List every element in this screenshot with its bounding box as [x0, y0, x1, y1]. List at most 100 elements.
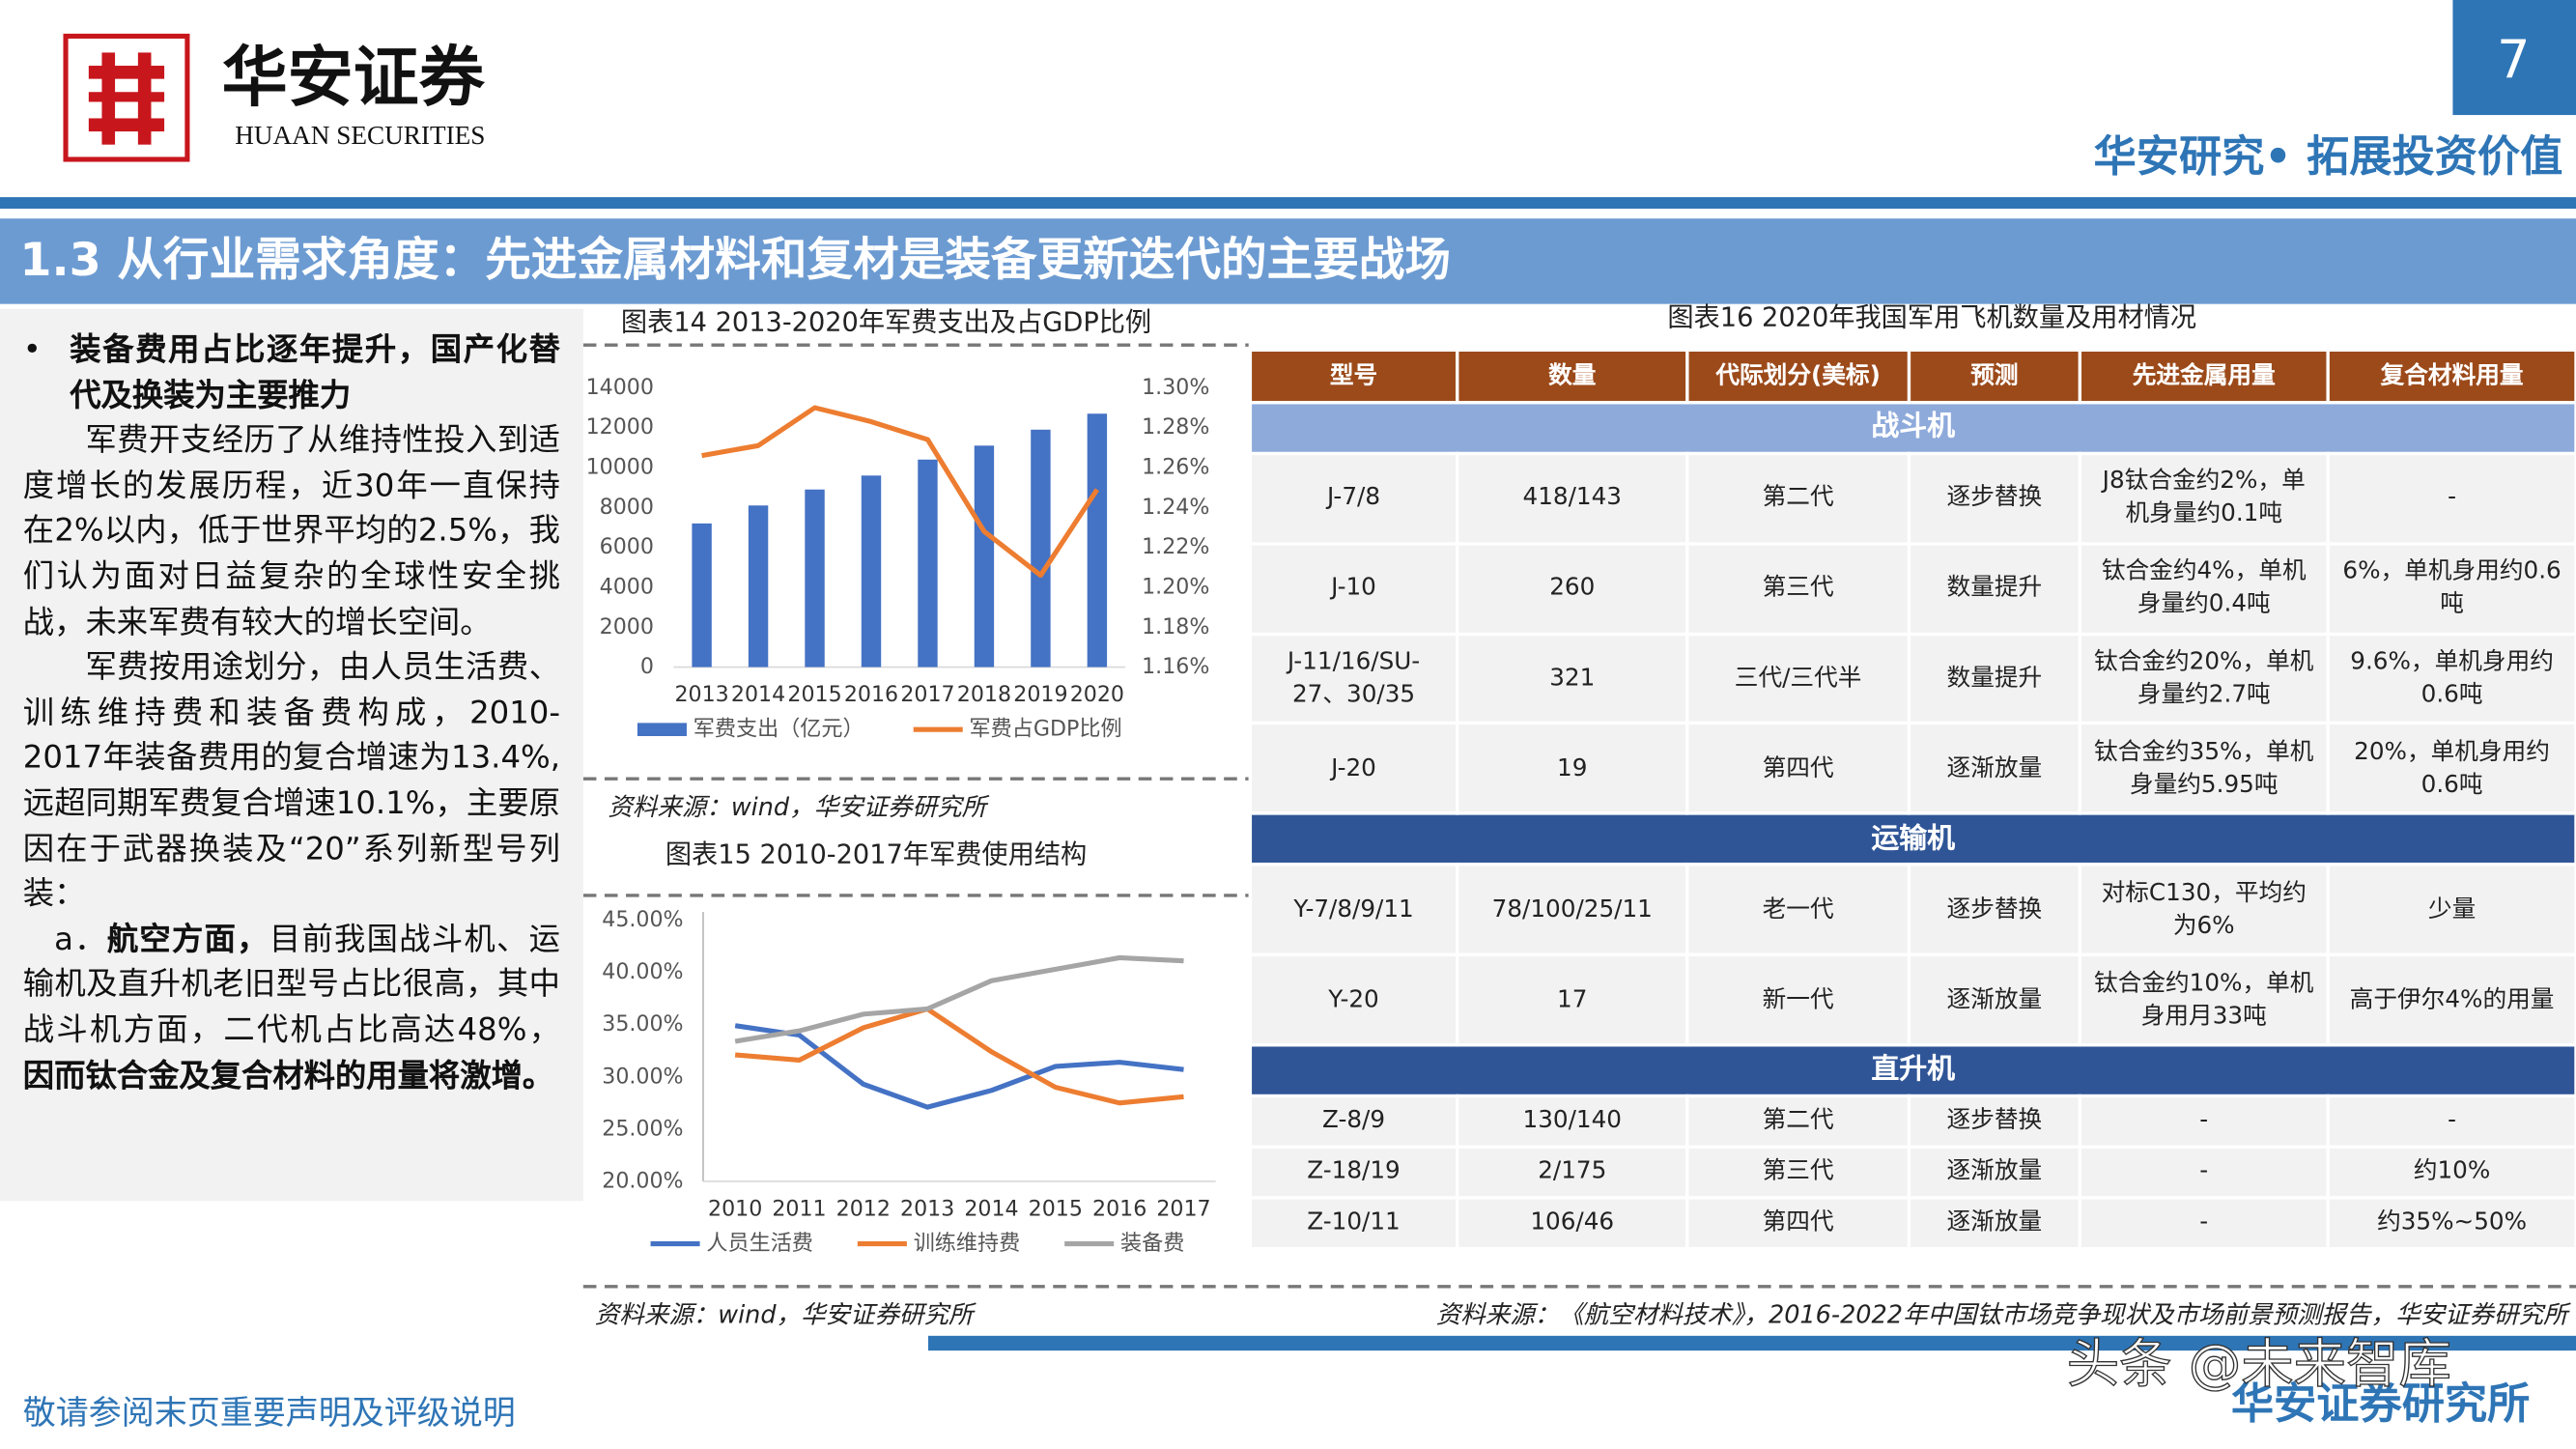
bar: [1031, 429, 1051, 668]
header-row: 型号 数量 代际划分(美标) 预测 先进金属用量 复合材料用量: [1248, 348, 2576, 405]
logo-mark: [88, 52, 165, 145]
chart-source: 资料来源：wind，华安证券研究所: [608, 793, 989, 822]
x-tick-label: 2020: [1070, 682, 1124, 707]
slogan: 华安研究• 拓展投资价值: [2094, 132, 2563, 182]
table-row: Y-20 17 新一代 逐渐放量 钛合金约10%，单机身用月33吨 高于伊尔4%的用量: [1248, 952, 2576, 1047]
header-cell: 数量: [1455, 348, 1689, 405]
table-cell: 高于伊尔4%的用量: [2326, 952, 2576, 1047]
paragraph: 军费按用途划分，由人员生活费、训练维持费和装备费构成，2010-2017年装备费…: [23, 646, 560, 919]
y-tick-label: 12000: [586, 414, 654, 440]
legend-label: 军费支出（亿元）: [694, 717, 864, 742]
y-tick-label: 30.00%: [602, 1064, 683, 1089]
y-tick-label: 20.00%: [602, 1168, 683, 1193]
chart-title: 图表14 2013-2020年军费支出及占GDP比例: [621, 308, 1151, 338]
text-run: 军费按用途划分，由人员生活费、训练维持费和装备费构成，2010-2017年装备费…: [22, 649, 561, 913]
table-cell: 9.6%，单机身用约0.6吨: [2326, 632, 2576, 725]
table-cell: J-20: [1248, 722, 1459, 816]
page-number: 7: [2497, 28, 2531, 90]
table-cell: 逐步替换: [1907, 863, 2082, 957]
table-cell: 418/143: [1455, 451, 1689, 546]
table: 型号 数量 代际划分(美标) 预测 先进金属用量 复合材料用量 战斗机 J-7/8 418/14…: [1248, 348, 2576, 1251]
dividers: [582, 343, 2576, 1289]
bullet: •: [22, 331, 42, 368]
y2-tick-label: 1.28%: [1142, 414, 1209, 440]
table-cell: -: [2326, 451, 2576, 546]
table-cell: 130/140: [1455, 1094, 1689, 1149]
table-cell: 约35%~50%: [2326, 1196, 2576, 1251]
x-tick-label: 2016: [1092, 1196, 1146, 1221]
table-cell: 逐步替换: [1907, 1094, 2082, 1149]
x-tick-label: 2018: [957, 682, 1011, 707]
y2-tick-label: 1.26%: [1142, 455, 1209, 480]
table-cell: 三代/三代半: [1685, 632, 1911, 725]
legend-label: 人员生活费: [706, 1231, 813, 1256]
bar: [974, 445, 995, 668]
table-cell: 106/46: [1455, 1196, 1689, 1251]
table-cell: 第二代: [1685, 451, 1911, 546]
y2-tick-label: 1.16%: [1142, 654, 1209, 679]
table-cell: 对标C130，平均约为6%: [2078, 863, 2330, 957]
bar: [692, 523, 712, 668]
group-cell: 战斗机: [1248, 401, 2576, 456]
group-cell: 运输机: [1248, 811, 2576, 867]
table-cell: 钛合金约10%，单机身用月33吨: [2078, 952, 2330, 1047]
footer-org: 华安证券研究所: [2231, 1379, 2531, 1429]
x-tick-label: 2010: [708, 1196, 762, 1221]
y2-tick-label: 1.22%: [1142, 534, 1209, 559]
legend-label: 训练维持费: [914, 1231, 1021, 1256]
header-rule: [0, 197, 2576, 210]
section-bar: [0, 218, 2576, 304]
y-tick-label: 25.00%: [602, 1116, 683, 1141]
table-source: 资料来源：《航空材料技术》，2016-2022年中国钛市场竞争现状及市场前景预测…: [1436, 1300, 2571, 1329]
legend-swatch: [637, 723, 687, 736]
table-cell: Z-8/9: [1248, 1094, 1459, 1149]
table-row: Y-7/8/9/11 78/100/25/11 老一代 逐步替换 对标C130，平均约为…: [1248, 863, 2576, 957]
text-run: 航空方面，: [106, 921, 269, 958]
x-tick-label: 2011: [772, 1196, 826, 1221]
table-cell: 钛合金约4%，单机身量约0.4吨: [2078, 541, 2330, 636]
table-cell: 数量提升: [1907, 632, 2082, 725]
table-cell: 321: [1455, 632, 1689, 725]
y-tick-label: 14000: [586, 375, 654, 400]
bar: [805, 489, 825, 668]
x-tick-label: 2019: [1013, 682, 1067, 707]
y-tick-label: 6000: [600, 534, 654, 559]
table-row: Z-10/11 106/46 第四代 逐渐放量 - 约35%~50%: [1248, 1196, 2576, 1251]
table-cell: 少量: [2326, 863, 2576, 957]
y-tick-label: 35.00%: [602, 1011, 683, 1037]
table-title: 图表16 2020年我国军用飞机数量及用材情况: [1667, 302, 2196, 332]
header-cell: 型号: [1248, 348, 1459, 405]
line-series: [734, 1023, 1184, 1110]
x-tick-label: 2015: [1029, 1196, 1083, 1221]
y-tick-label: 2000: [600, 614, 654, 639]
x-tick-label: 2013: [674, 682, 728, 707]
table-cell: 逐渐放量: [1907, 1145, 2082, 1200]
y-tick-label: 40.00%: [602, 959, 683, 984]
line-series: [701, 405, 1100, 579]
table-cell: J-11/16/SU-27、30/35: [1248, 632, 1459, 725]
y-tick-label: 45.00%: [602, 907, 683, 932]
table-cell: 第四代: [1685, 722, 1911, 816]
bar: [1087, 413, 1108, 668]
table-cell: Y-20: [1248, 952, 1459, 1047]
table-cell: 第二代: [1685, 1094, 1911, 1149]
legend-label: 军费占GDP比例: [970, 717, 1122, 742]
logo-frame: [63, 33, 190, 162]
table-cell: -: [2078, 1196, 2330, 1251]
footer-bar: [928, 1335, 2576, 1351]
y2-tick-label: 1.20%: [1142, 574, 1209, 599]
page-box: [2452, 0, 2576, 116]
table-row: Z-18/19 2/175 第三代 逐渐放量 - 约10%: [1248, 1145, 2576, 1200]
table-row: J-7/8 418/143 第二代 逐步替换 J8钛合金约2%，单机身量约0.1吨 -: [1248, 451, 2576, 546]
paragraph: 军费开支经历了从维持性投入到适度增长的发展历程，近30年一直保持在2%以内，低于…: [23, 419, 560, 646]
table-cell: 数量提升: [1907, 541, 2082, 636]
table-cell: 20%，单机身用约0.6吨: [2326, 722, 2576, 816]
table-row: Z-8/9 130/140 第二代 逐步替换 - -: [1248, 1094, 2576, 1149]
y-tick-label: 10000: [586, 455, 654, 480]
table-cell: -: [2078, 1094, 2330, 1149]
x-tick-label: 2017: [900, 682, 954, 707]
y2-tick-label: 1.18%: [1142, 614, 1209, 639]
paragraph: a．航空方面，目前我国战斗机、运输机及直升机老旧型号占比很高，其中战斗机方面，二…: [23, 918, 560, 1099]
